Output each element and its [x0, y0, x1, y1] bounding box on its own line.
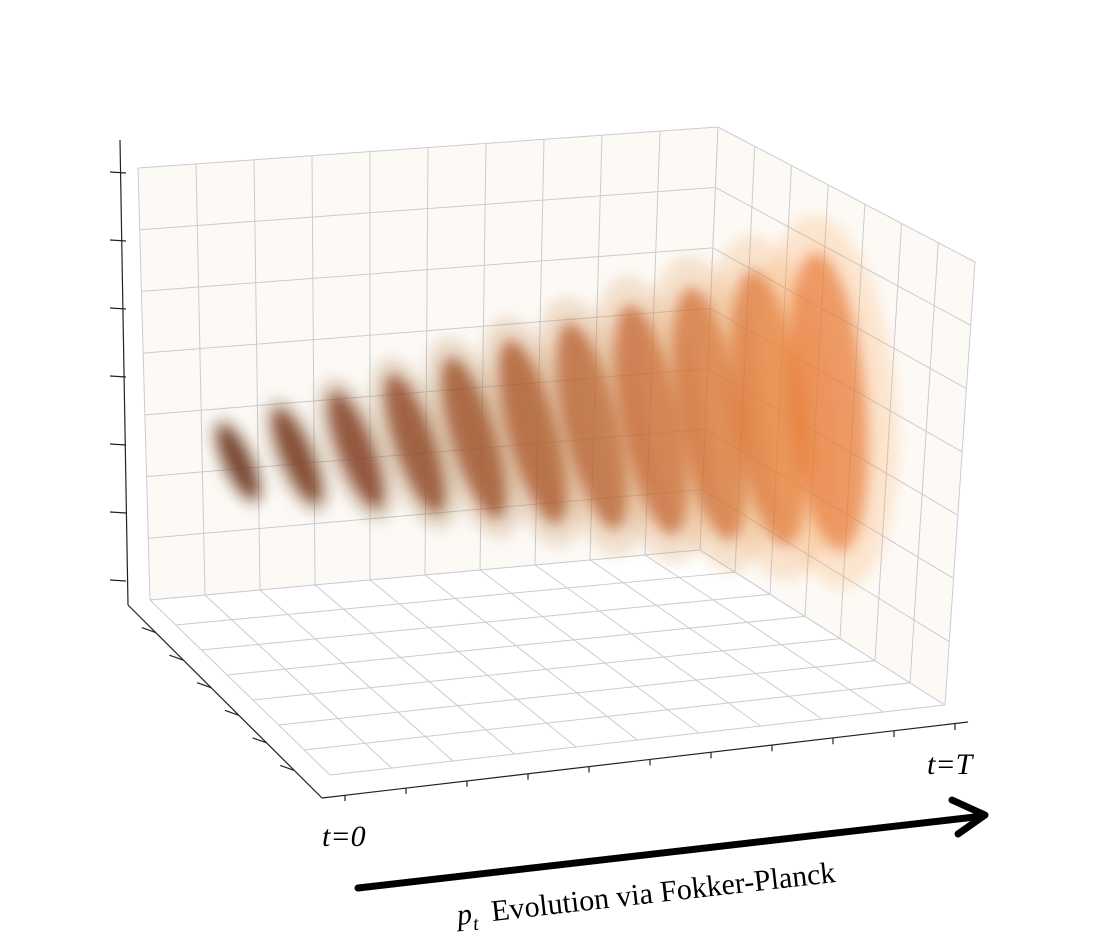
grid-line: [227, 615, 806, 676]
grid-line: [909, 242, 939, 683]
depth-axis: [127, 604, 323, 799]
caption-subscript: t: [472, 913, 480, 936]
grid-line: [253, 159, 261, 591]
tick: [224, 709, 240, 716]
grid-line: [137, 126, 719, 169]
grid-line: [149, 549, 701, 601]
density-core: [384, 374, 446, 514]
density-core: [272, 408, 322, 504]
density-core: [328, 391, 384, 509]
grid-line: [329, 704, 946, 776]
tick: [141, 627, 156, 634]
grid-line: [259, 589, 454, 762]
grid-line: [944, 261, 976, 706]
density-core: [556, 322, 628, 530]
arrow: [354, 796, 989, 892]
caption-symbol: p: [453, 897, 474, 932]
start-label: t=0: [322, 820, 366, 853]
density-slices: [209, 215, 899, 589]
tick: [109, 239, 127, 242]
tick: [109, 307, 127, 310]
grid-line: [369, 579, 577, 748]
grid-line: [204, 594, 392, 769]
tick: [109, 171, 127, 174]
arrow-shaft: [354, 813, 979, 892]
grid-line: [252, 638, 841, 701]
grid-line: [201, 593, 771, 651]
density-core: [217, 425, 259, 499]
grid-line: [534, 564, 761, 727]
grid-line: [195, 163, 206, 596]
tick: [109, 375, 127, 378]
end-label: t=T: [927, 748, 975, 781]
grid-line: [699, 549, 946, 706]
time-axis: [321, 721, 969, 799]
left-axis: [119, 139, 129, 606]
grid-line: [424, 574, 638, 741]
tick: [109, 579, 127, 582]
axes: [109, 139, 969, 801]
grid-line: [314, 584, 515, 755]
grid-line: [139, 186, 716, 231]
tick: [109, 443, 127, 446]
grid-line: [137, 167, 151, 601]
density-core: [498, 340, 568, 524]
tick: [196, 682, 212, 689]
grid-line: [479, 569, 700, 734]
grid-line: [141, 247, 713, 292]
grid-line: [278, 660, 876, 726]
grid-line: [644, 554, 884, 713]
tick: [109, 511, 127, 514]
tick: [169, 654, 184, 661]
grid-line: [589, 559, 823, 720]
tick: [252, 737, 267, 744]
grid-line: [149, 599, 331, 776]
grid-line: [304, 682, 911, 751]
tick: [280, 764, 295, 771]
density-core: [441, 357, 507, 519]
density-core: [787, 252, 869, 552]
grid-line: [717, 126, 976, 263]
pane: [150, 550, 945, 775]
arrow-head: [948, 796, 989, 838]
grid-line: [175, 571, 736, 626]
